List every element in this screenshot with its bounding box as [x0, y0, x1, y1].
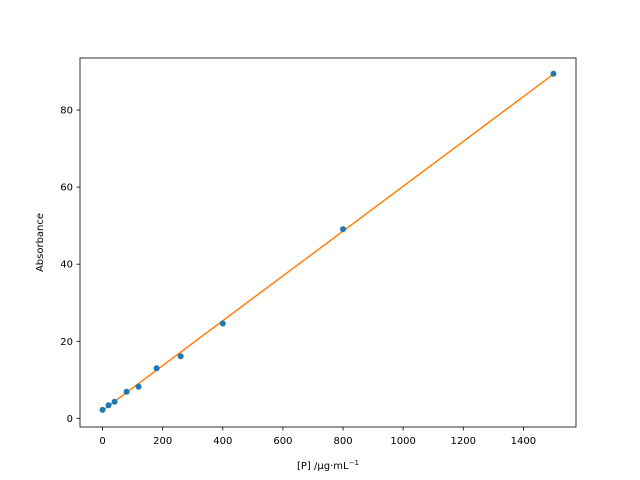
- data-point: [135, 383, 142, 390]
- data-point: [105, 402, 112, 409]
- data-point: [111, 398, 118, 405]
- x-tick-label: 600: [273, 436, 292, 447]
- data-point: [153, 365, 160, 372]
- y-tick-label: 40: [60, 260, 73, 271]
- data-points-layer: [99, 70, 557, 413]
- fit-line: [102, 73, 554, 412]
- y-tick-label: 20: [60, 337, 73, 348]
- x-tick-label: 800: [333, 436, 352, 447]
- x-tick-label: 1200: [451, 436, 476, 447]
- x-tick-label: 1000: [390, 436, 415, 447]
- data-point: [177, 353, 184, 360]
- y-tick-label: 60: [60, 183, 73, 194]
- x-tick-label: 400: [213, 436, 232, 447]
- plot-frame: [79, 57, 577, 428]
- y-axis-label: Absorbance: [35, 213, 46, 272]
- fit-line-layer: [102, 73, 554, 412]
- data-point: [550, 70, 557, 77]
- data-point: [219, 320, 226, 327]
- data-point: [123, 388, 130, 395]
- y-tick-label: 0: [67, 414, 73, 425]
- x-axis-label-superscript: −1: [349, 459, 359, 467]
- x-axis: 0 200 400 600 800 1000 1200 1400: [99, 427, 536, 447]
- x-axis-label: [P] /µg·mL−1: [297, 459, 359, 472]
- x-tick-label: 1400: [511, 436, 536, 447]
- data-point: [99, 406, 106, 413]
- y-axis: 0 20 40 60 80: [60, 106, 80, 425]
- y-tick-label: 80: [60, 106, 73, 117]
- x-tick-label: 200: [153, 436, 172, 447]
- data-point: [340, 226, 347, 233]
- x-tick-label: 0: [99, 436, 105, 447]
